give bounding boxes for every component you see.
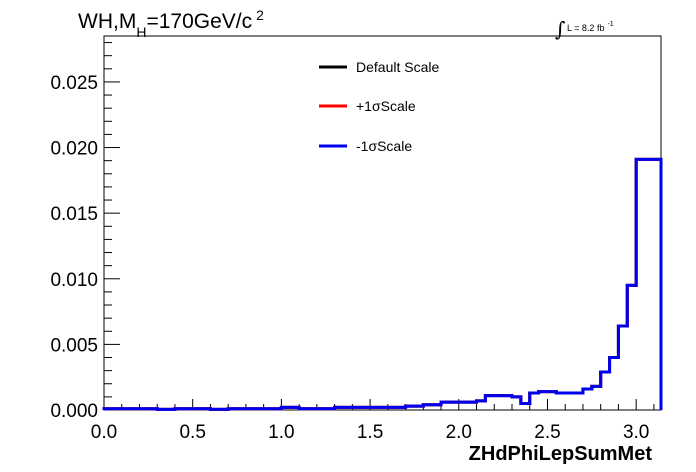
x-tick-label: 2.0: [446, 422, 472, 443]
series-group: [102, 157, 663, 411]
integral-sign: ∫: [555, 17, 565, 41]
y-tick-label: 0.020: [50, 139, 98, 160]
y-tick-label: 0.025: [50, 73, 98, 94]
lumi-label: L = 8.2 fb -1: [567, 21, 614, 33]
legend-label-default: Default Scale: [356, 59, 439, 75]
chart-title: WH,MH=170GeV/c 2: [78, 7, 264, 40]
x-tick-label: 2.5: [534, 422, 560, 443]
legend-label-minus1sigma: -1σScale: [356, 138, 412, 154]
axes: 0.0 0.5 1.0 1.5 2.0 2.5 3.0 0.000 0.005 0.010 0.01…: [50, 42, 655, 443]
x-tick-label: 3.0: [623, 422, 649, 443]
x-tick-label: 1.0: [268, 422, 294, 443]
legend-label-plus1sigma: +1σScale: [356, 98, 416, 114]
x-tick-label: 1.5: [357, 422, 383, 443]
x-axis-label: ZHdPhiLepSumMet: [469, 443, 653, 465]
series-minus1sigma-scale: [102, 157, 663, 411]
legend: Default Scale +1σScale -1σScale: [319, 59, 439, 154]
y-tick-label: 0.010: [50, 270, 98, 291]
y-tick-label: 0.000: [50, 401, 98, 422]
x-tick-label: 0.5: [179, 422, 205, 443]
y-tick-label: 0.005: [50, 335, 98, 356]
x-tick-label: 0.0: [91, 422, 117, 443]
y-tick-label: 0.015: [50, 204, 98, 225]
